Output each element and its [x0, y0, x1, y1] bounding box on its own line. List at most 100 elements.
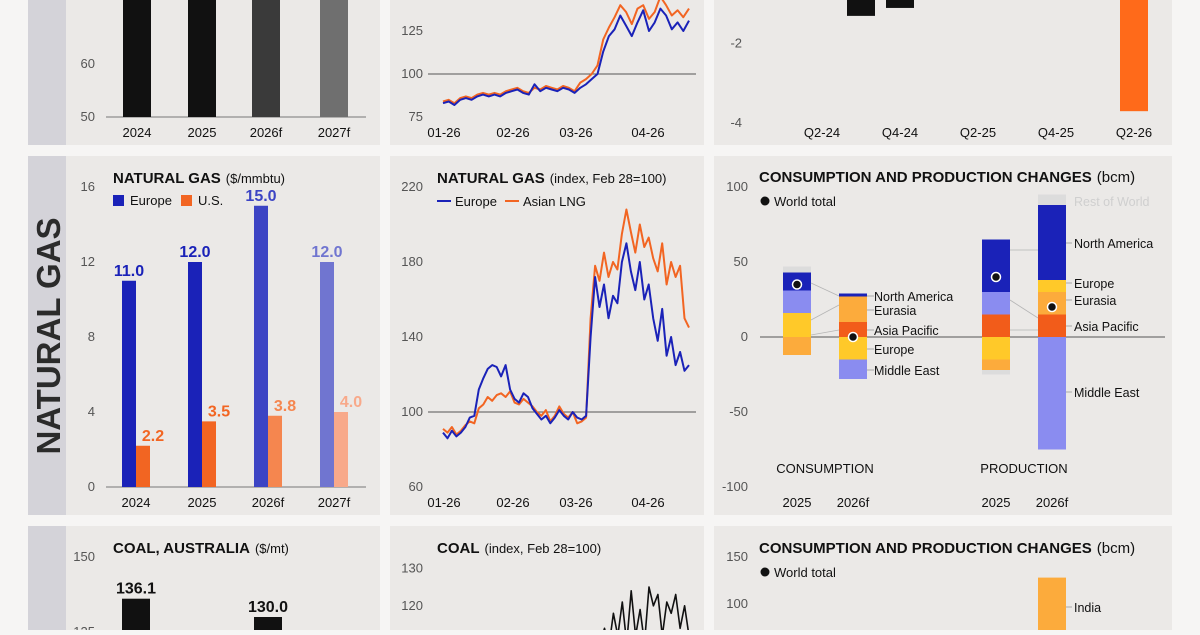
top-right-xtick-Q2-24: Q2-24	[804, 125, 840, 140]
top-right-xtick-Q2-25: Q2-25	[960, 125, 996, 140]
legend-swatch-europe	[113, 195, 124, 206]
gas-changes-tick-0: 0	[741, 329, 748, 344]
gas-changes-link-0	[810, 282, 840, 297]
gas-changes-segment-0-3	[783, 313, 811, 337]
gas-prices-bar-U.S.-2025	[202, 421, 216, 487]
gas-prices-bar-Europe-2026f	[254, 205, 268, 487]
gas-changes-segment-2-1	[982, 292, 1010, 315]
top-left-bar-2024	[123, 0, 151, 117]
annotation-india: India	[1074, 601, 1101, 615]
gas-changes-segment-2-5	[982, 370, 1010, 375]
gas-changes-segment-1-3	[839, 337, 867, 360]
gas-changes-tick-50: 50	[734, 254, 748, 269]
gas-index-xtick-03-26: 03-26	[559, 495, 592, 510]
gas-changes-segment-2-0	[982, 239, 1010, 292]
legend-dot-world-total	[760, 196, 770, 206]
top-right-bar-2	[1120, 0, 1148, 112]
gas-index-series-europe	[442, 242, 690, 440]
gas-index-tick-60: 60	[409, 479, 423, 494]
top-middle-xtick-02-26: 02-26	[496, 125, 529, 140]
coal-prices-bar-2025	[254, 617, 282, 635]
group-label-production: PRODUCTION	[980, 461, 1067, 476]
gas-prices-bar-U.S.-2024	[136, 445, 150, 487]
top-middle-tick-75: 75	[409, 109, 423, 124]
gas-changes-segment-1-1	[839, 296, 867, 322]
gas-changes-tick-100: 100	[726, 179, 748, 194]
coal-prices-label-2024: 136.1	[116, 581, 156, 598]
top-left-xtick-2027f: 2027f	[318, 125, 351, 140]
gas-index-series-asian-lng	[442, 208, 690, 436]
top-left-xtick-2024: 2024	[123, 125, 152, 140]
annotation-asia-pacific-right: Asia Pacific	[1074, 320, 1139, 334]
gas-changes-segment-1-4	[839, 359, 867, 379]
annotation-north-america-left: North America	[874, 290, 953, 304]
gas-changes-segment-3-0	[1038, 194, 1066, 205]
coal-changes-tick-150: 150	[726, 549, 748, 564]
annotation-north-america-right: North America	[1074, 237, 1153, 251]
top-right-tick--2: -2	[730, 36, 742, 51]
gas-changes-segment-0-4	[783, 337, 811, 355]
top-right-tick--4: -4	[730, 115, 742, 130]
top-middle-tick-125: 125	[401, 23, 423, 38]
top-left-xtick-2026f: 2026f	[250, 125, 283, 140]
gas-changes-link-4	[1009, 299, 1039, 319]
annotation-eurasia-left: Eurasia	[874, 304, 916, 318]
top-left-xtick-2025: 2025	[188, 125, 217, 140]
group-label-consumption: CONSUMPTION	[776, 461, 874, 476]
gas-prices-bar-Europe-2024	[122, 280, 136, 487]
chart-marks: 50 60 2024 2025 2026f 2027f 75 100 125 01-26 02-26…	[73, 0, 1165, 635]
coal-prices-tick-125: 125	[73, 624, 95, 630]
gas-prices-label-Europe-2027f: 12.0	[311, 244, 342, 261]
section-strip-coal	[28, 526, 66, 630]
gas-changes-segment-0-2	[783, 290, 811, 313]
gas-prices-bar-Europe-2025	[188, 262, 202, 487]
gas-prices-tick-12: 12	[81, 254, 95, 269]
coal-prices-tick-150: 150	[73, 549, 95, 564]
coal-prices-title: COAL, AUSTRALIA ($/mt)	[113, 540, 289, 557]
panel-coal-index	[390, 526, 704, 630]
coal-index-title: COAL (index, Feb 28=100)	[437, 540, 601, 557]
top-right-bar-0	[847, 0, 875, 16]
top-middle-xtick-04-26: 04-26	[631, 125, 664, 140]
x-label-cons-2026f: 2026f	[837, 495, 870, 510]
gas-prices-bar-Europe-2027f	[320, 262, 334, 487]
legend-label-world-total: World total	[774, 194, 836, 209]
panel-coal-prices	[66, 526, 380, 630]
coal-legend-dot-world-total	[760, 567, 770, 577]
gas-prices-label-Europe-2024: 11.0	[114, 263, 144, 280]
coal-prices-label-2025: 130.0	[248, 599, 288, 616]
x-label-cons-2025: 2025	[783, 495, 812, 510]
gas-changes-world-total-3	[1046, 301, 1058, 313]
top-left-tick-50: 50	[81, 109, 95, 124]
coal-index-tick-120: 120	[401, 598, 423, 613]
top-middle-series-orange	[442, 0, 690, 105]
legend-label-europe: Europe	[130, 193, 172, 208]
gas-prices-tick-8: 8	[88, 329, 95, 344]
gas-changes-world-total-2	[990, 271, 1002, 283]
gas-prices-label-Europe-2026f: 15.0	[245, 188, 276, 205]
panel-coal-changes	[714, 526, 1172, 630]
gas-index-title: NATURAL GAS (index, Feb 28=100)	[437, 170, 667, 187]
gas-prices-tick-4: 4	[88, 404, 95, 419]
coal-changes-title: CONSUMPTION AND PRODUCTION CHANGES (bcm)	[759, 540, 1135, 557]
gas-index-tick-140: 140	[401, 329, 423, 344]
legend-swatch-us	[181, 195, 192, 206]
gas-changes-tick--50: -50	[729, 404, 748, 419]
top-middle-series-blue	[442, 7, 690, 106]
top-middle-tick-100: 100	[401, 66, 423, 81]
gas-prices-label-U.S.-2026f: 3.8	[274, 398, 296, 415]
gas-prices-label-U.S.-2027f: 4.0	[340, 394, 362, 411]
top-left-bar-2026f	[252, 0, 280, 117]
coal-index-tick-130: 130	[401, 560, 423, 575]
legend-label-asian-lng: Asian LNG	[523, 194, 586, 209]
gas-changes-tick--100: -100	[722, 479, 748, 494]
gas-changes-segment-3-2	[1038, 280, 1066, 292]
top-right-bar-1	[886, 0, 914, 8]
panel-gas-index	[390, 156, 704, 515]
coal-changes-tick-100: 100	[726, 596, 748, 611]
gas-changes-segment-3-1	[1038, 205, 1066, 280]
gas-index-xtick-02-26: 02-26	[496, 495, 529, 510]
gas-changes-segment-1-0	[839, 293, 867, 297]
gas-prices-label-U.S.-2024: 2.2	[142, 428, 164, 445]
gas-prices-tick-0: 0	[88, 479, 95, 494]
